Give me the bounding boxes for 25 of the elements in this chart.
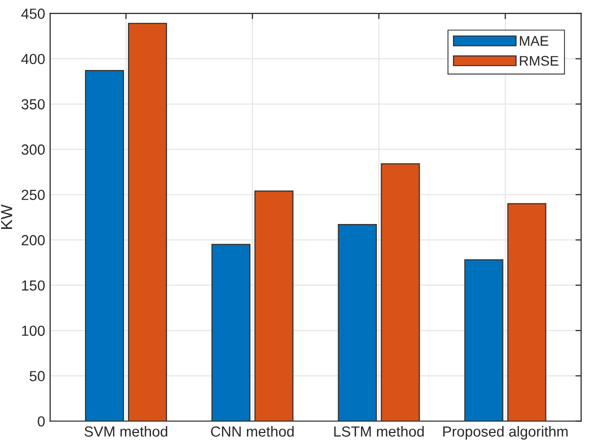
bar <box>464 259 504 422</box>
bar <box>507 203 546 422</box>
bar <box>211 244 250 422</box>
y-tick-label: 0 <box>38 416 45 427</box>
legend-label: RMSE <box>520 56 558 66</box>
x-tick-label: CNN method <box>211 426 294 437</box>
y-tick-label: 100 <box>22 326 45 336</box>
x-tick-label: Proposed algorithm <box>443 426 568 440</box>
y-tick-label: 300 <box>22 144 45 155</box>
bar <box>338 224 377 422</box>
bar <box>380 163 420 422</box>
bar <box>128 22 168 422</box>
y-tick-label: 200 <box>22 235 45 246</box>
x-tick-label: LSTM method <box>334 426 424 437</box>
legend-label: MAE <box>520 36 548 46</box>
bar <box>254 190 294 422</box>
bar <box>84 70 124 422</box>
y-tick-label: 450 <box>21 8 45 19</box>
y-axis-title: KW <box>1 204 12 229</box>
y-tick-label: 150 <box>22 280 45 291</box>
y-tick-label: 400 <box>21 54 45 64</box>
x-tick-label: SVM method <box>84 426 168 437</box>
y-tick-label: 250 <box>22 190 45 200</box>
y-tick-label: 50 <box>30 370 45 382</box>
y-tick-label: 350 <box>22 99 45 110</box>
